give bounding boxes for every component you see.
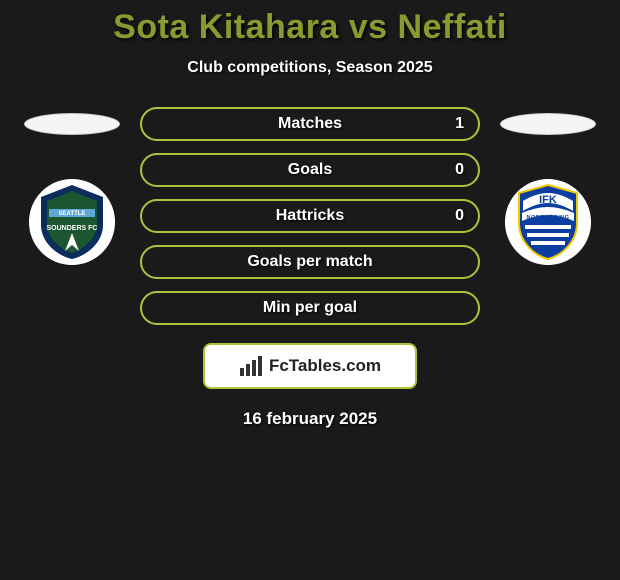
page-title: Sota Kitahara vs Neffati — [113, 8, 507, 47]
comparison-row: SEATTLE SOUNDERS FC Matches 1 Goals 0 Ha… — [0, 107, 620, 325]
ifk-norrkoping-badge-icon: IFK NORRKÖPING — [505, 179, 591, 265]
left-player-col: SEATTLE SOUNDERS FC — [24, 107, 120, 265]
stat-label: Min per goal — [263, 299, 357, 317]
stat-row: Matches 1 — [140, 107, 480, 141]
left-player-silhouette — [24, 113, 120, 135]
stat-label: Matches — [278, 115, 342, 133]
stat-label: Hattricks — [276, 207, 344, 225]
stat-value-right: 0 — [455, 207, 464, 225]
stat-row: Min per goal — [140, 291, 480, 325]
stat-label: Goals — [288, 161, 332, 179]
right-player-silhouette — [500, 113, 596, 135]
stat-row: Hattricks 0 — [140, 199, 480, 233]
bar-chart-icon — [239, 356, 263, 376]
stat-value-right: 1 — [455, 115, 464, 133]
sounders-badge-icon: SEATTLE SOUNDERS FC — [29, 179, 115, 265]
logo-text: FcTables.com — [269, 356, 381, 376]
comparison-date: 16 february 2025 — [243, 409, 377, 429]
svg-text:SEATTLE: SEATTLE — [59, 211, 86, 217]
stat-label: Goals per match — [247, 253, 372, 271]
left-club-badge: SEATTLE SOUNDERS FC — [29, 179, 115, 265]
svg-text:NORRKÖPING: NORRKÖPING — [527, 214, 570, 221]
page-subtitle: Club competitions, Season 2025 — [187, 59, 432, 77]
fctables-logo: FcTables.com — [203, 343, 417, 389]
svg-text:SOUNDERS FC: SOUNDERS FC — [47, 225, 98, 232]
svg-text:IFK: IFK — [539, 194, 557, 206]
right-club-badge: IFK NORRKÖPING — [505, 179, 591, 265]
stat-row: Goals 0 — [140, 153, 480, 187]
stats-list: Matches 1 Goals 0 Hattricks 0 Goals per … — [140, 107, 480, 325]
right-player-col: IFK NORRKÖPING — [500, 107, 596, 265]
stat-row: Goals per match — [140, 245, 480, 279]
stat-value-right: 0 — [455, 161, 464, 179]
